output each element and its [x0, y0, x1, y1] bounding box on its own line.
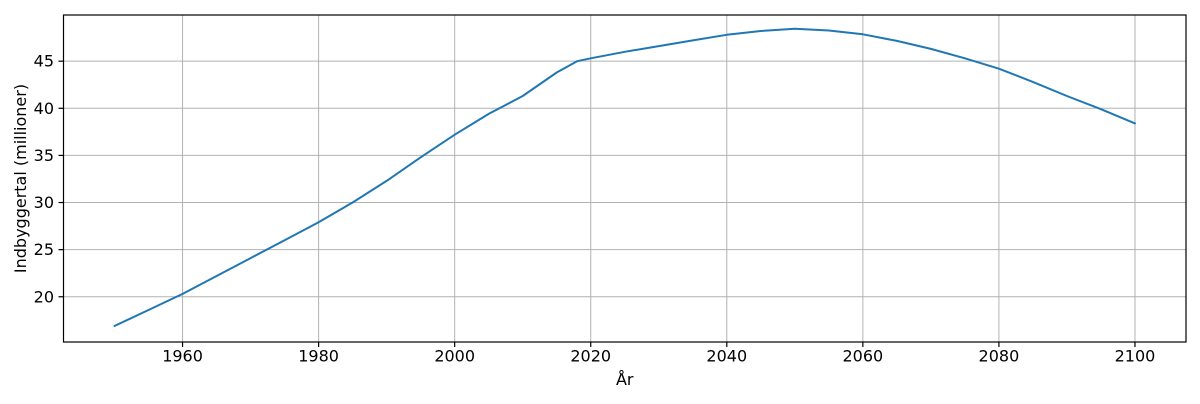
y-tick-label: 20	[34, 287, 54, 306]
x-tick-label: 2020	[570, 347, 611, 366]
tick-marks	[58, 60, 1136, 347]
x-tick-label: 2000	[434, 347, 475, 366]
y-tick-label: 30	[34, 193, 54, 212]
y-tick-label: 40	[34, 99, 54, 118]
x-tick-label: 1960	[162, 347, 203, 366]
x-tick-label: 2060	[842, 347, 883, 366]
population-line-series	[113, 27, 1136, 327]
x-axis-label: År	[616, 370, 634, 389]
y-tick-label: 45	[34, 52, 54, 71]
x-tick-label: 1980	[298, 347, 339, 366]
x-tick-label: 2040	[706, 347, 747, 366]
gridlines	[63, 15, 1186, 342]
y-tick-label: 35	[34, 146, 54, 165]
y-tick-label: 25	[34, 240, 54, 259]
x-tick-label: 2100	[1115, 347, 1156, 366]
x-tick-label: 2080	[979, 347, 1020, 366]
tick-labels: 1960 1980 2000 2020 2040 2060 2080 2100 20 25 30 35…	[34, 52, 1156, 366]
y-axis-label: Indbyggertal (millioner)	[11, 84, 30, 273]
axes-spines	[62, 14, 1187, 343]
